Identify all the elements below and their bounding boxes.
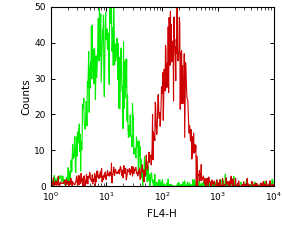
Y-axis label: Counts: Counts (22, 78, 32, 115)
X-axis label: FL4-H: FL4-H (147, 209, 177, 219)
